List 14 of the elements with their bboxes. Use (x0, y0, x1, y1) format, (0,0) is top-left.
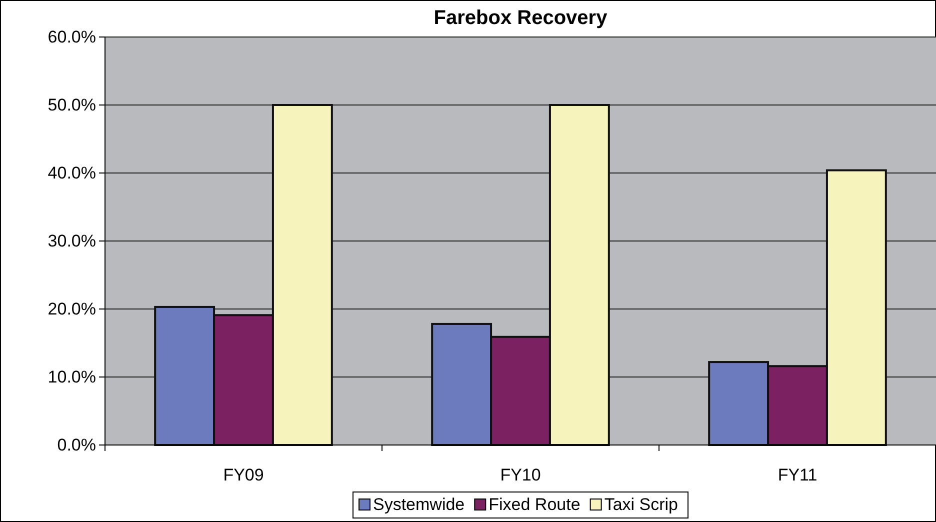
x-tick-label: FY11 (778, 465, 818, 484)
y-tick-label: 40.0% (48, 163, 96, 182)
legend-label: Fixed Route (488, 495, 580, 514)
x-tick-label: FY10 (500, 465, 541, 484)
y-tick-label: 60.0% (48, 27, 96, 46)
x-tick-label: FY09 (223, 465, 264, 484)
legend-label: Taxi Scrip (604, 495, 678, 514)
y-tick-label: 50.0% (48, 95, 96, 114)
y-tick-label: 30.0% (48, 231, 96, 250)
legend-label: Systemwide (373, 495, 465, 514)
y-tick-label: 20.0% (48, 299, 96, 318)
chart-title: Farebox Recovery (434, 7, 608, 29)
y-tick-label: 0.0% (57, 435, 96, 454)
y-tick-label: 10.0% (48, 367, 96, 386)
